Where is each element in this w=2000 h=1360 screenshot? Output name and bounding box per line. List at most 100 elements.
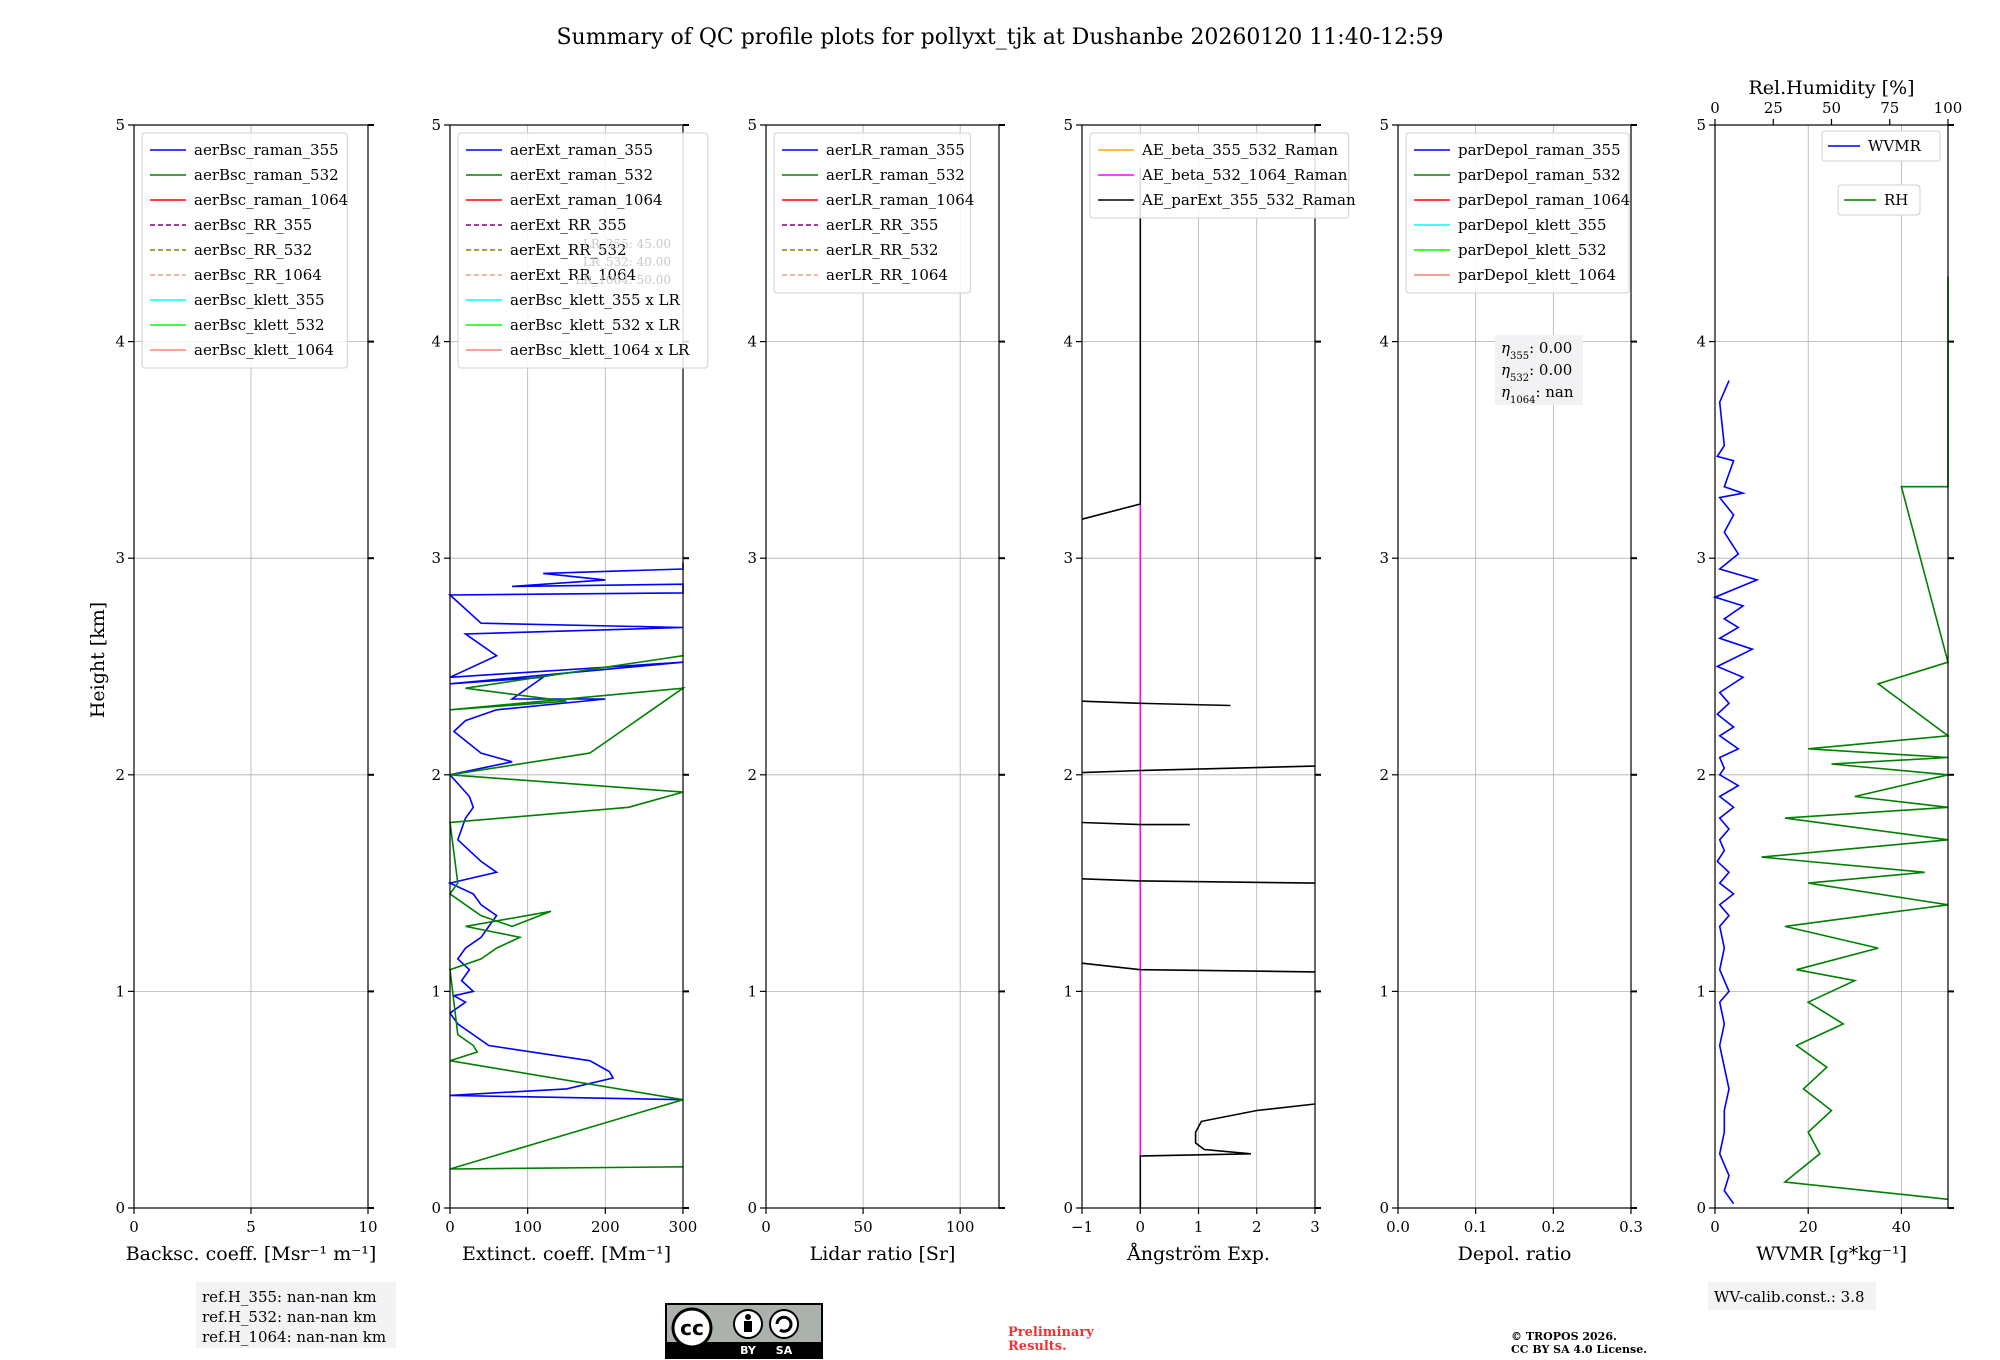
x-tick-label: 0.0 <box>1386 1218 1410 1236</box>
y-tick-label: 3 <box>747 549 757 567</box>
wv-calib-box: WV-calib.const.: 3.8 <box>1708 1282 1876 1310</box>
y-tick-label: 3 <box>431 549 441 567</box>
cc-logo-sa: SA <box>776 1344 793 1357</box>
ref-height-532: ref.H_532: nan-nan km <box>202 1308 377 1326</box>
y-tick-label: 4 <box>747 333 757 351</box>
y-tick-label: 0 <box>1696 1199 1706 1217</box>
legend-label: parDepol_raman_1064 <box>1458 191 1630 209</box>
preliminary-line-1: Preliminary <box>1008 1325 1094 1340</box>
legend-label: aerBsc_raman_355 <box>194 141 339 159</box>
y-tick-label: 5 <box>1379 116 1389 134</box>
series-line-RH <box>1761 276 1951 1201</box>
legend-label: aerLR_RR_1064 <box>826 266 948 284</box>
lr-annotation: LR_532: 40.00 <box>583 255 671 269</box>
copyright-line-1: © TROPOS 2026. <box>1511 1330 1617 1343</box>
legend-label: aerExt_raman_355 <box>510 141 653 159</box>
legend-box <box>1837 184 1921 216</box>
y-tick-label: 1 <box>1379 982 1389 1000</box>
x-axis-label: Backsc. coeff. [Msr⁻¹ m⁻¹] <box>126 1243 377 1265</box>
series-line-aerExt_raman_532 <box>448 654 686 1170</box>
legend-label: aerBsc_raman_1064 <box>194 191 348 209</box>
x-tick-label: 20 <box>1799 1218 1818 1236</box>
x-axis-label: WVMR [g*kg⁻¹] <box>1756 1243 1907 1265</box>
x-tick-label: 0 <box>1135 1218 1145 1236</box>
x-tick-label: 0.2 <box>1541 1218 1565 1236</box>
x-tick-label: 2 <box>1252 1218 1262 1236</box>
cc-logo-band <box>667 1342 821 1357</box>
legend-label: parDepol_klett_532 <box>1458 241 1607 259</box>
x-tick-label: 50 <box>854 1218 873 1236</box>
y-tick-label: 3 <box>1063 549 1073 567</box>
legend-label: aerBsc_klett_355 x LR <box>510 291 681 309</box>
y-tick-label: 4 <box>115 333 125 351</box>
legend-label: AE_beta_355_532_Raman <box>1141 141 1338 159</box>
legend-label: aerBsc_klett_532 <box>194 316 325 334</box>
legend-label: aerLR_raman_532 <box>826 166 965 184</box>
y-tick-label: 4 <box>1063 333 1073 351</box>
legend-label: parDepol_raman_532 <box>1458 166 1621 184</box>
y-tick-label: 4 <box>431 333 441 351</box>
axes-frame <box>1397 124 1632 1209</box>
x-axis-label: Lidar ratio [Sr] <box>810 1243 956 1265</box>
x-tick-label: 0 <box>129 1218 139 1236</box>
legend-label: aerExt_raman_532 <box>510 166 653 184</box>
x-tick-label: 40 <box>1892 1218 1911 1236</box>
x-top-tick-label: 50 <box>1822 99 1841 117</box>
legend-label: aerExt_raman_1064 <box>510 191 663 209</box>
x-tick-label: 1 <box>1194 1218 1204 1236</box>
legend-label: aerBsc_klett_355 <box>194 291 325 309</box>
x-top-tick-label: 0 <box>1710 99 1720 117</box>
wv-calib-bg <box>1708 1282 1876 1310</box>
by-person-body <box>744 1321 752 1332</box>
x-tick-label: 100 <box>946 1218 975 1236</box>
legend-label: aerBsc_klett_532 x LR <box>510 316 681 334</box>
y-tick-label: 2 <box>115 766 125 784</box>
eta-line: η355: 0.00 <box>1501 339 1572 362</box>
x-tick-label: 300 <box>669 1218 698 1236</box>
y-tick-label: 4 <box>1379 333 1389 351</box>
ref-height-355: ref.H_355: nan-nan km <box>202 1288 377 1306</box>
sa-share-arc <box>775 1315 793 1333</box>
y-tick-label: 5 <box>747 116 757 134</box>
legend-label: WVMR <box>1868 137 1922 155</box>
x-axis-label: Depol. ratio <box>1458 1243 1572 1265</box>
series-line-WVMR <box>1712 380 1760 1205</box>
legend-box <box>1821 130 1941 162</box>
x-tick-label: 0 <box>761 1218 771 1236</box>
panel-backscatter: 0 1 2 3 4 5 0 5 10 Backsc. coeff. [Msr⁻¹ m⁻¹] aerB… <box>115 116 377 1265</box>
panel-depol: 0 1 2 3 4 5 0.0 0.1 0.2 0.3 Depol. ratio parDepol_r… <box>1379 116 1642 1265</box>
y-tick-label: 3 <box>1379 549 1389 567</box>
axes-frame <box>1714 124 1949 1209</box>
series-line-aerExt_raman_355 <box>447 562 684 1101</box>
legend-label: parDepol_klett_1064 <box>1458 266 1616 284</box>
eta-box-bg <box>1495 335 1583 405</box>
axes-frame <box>449 124 684 1209</box>
y-tick-label: 2 <box>431 766 441 784</box>
legend-label: parDepol_klett_355 <box>1458 216 1607 234</box>
y-tick-label: 5 <box>431 116 441 134</box>
x-tick-label: 0 <box>445 1218 455 1236</box>
x-tick-label: −1 <box>1071 1218 1093 1236</box>
copyright-line-2: CC BY SA 4.0 License. <box>1511 1343 1647 1356</box>
y-tick-label: 3 <box>115 549 125 567</box>
x-tick-label: 0 <box>1710 1218 1720 1236</box>
series-line-AE_parExt_355_532_Raman <box>1081 168 1316 1208</box>
x-tick-label: 0.3 <box>1619 1218 1643 1236</box>
legend-label: aerBsc_RR_355 <box>194 216 312 234</box>
cc-logo-by: BY <box>740 1344 757 1357</box>
y-tick-label: 0 <box>115 1199 125 1217</box>
x-tick-label: 3 <box>1310 1218 1320 1236</box>
y-tick-label: 4 <box>1696 333 1706 351</box>
y-tick-label: 2 <box>1379 766 1389 784</box>
legend-box <box>141 132 348 369</box>
legend-label: aerLR_RR_532 <box>826 241 938 259</box>
cc-by-sa-logo: cc BY SA <box>665 1303 823 1359</box>
y-tick-label: 2 <box>1063 766 1073 784</box>
y-tick-label: 1 <box>1696 982 1706 1000</box>
legend-box <box>457 132 709 369</box>
